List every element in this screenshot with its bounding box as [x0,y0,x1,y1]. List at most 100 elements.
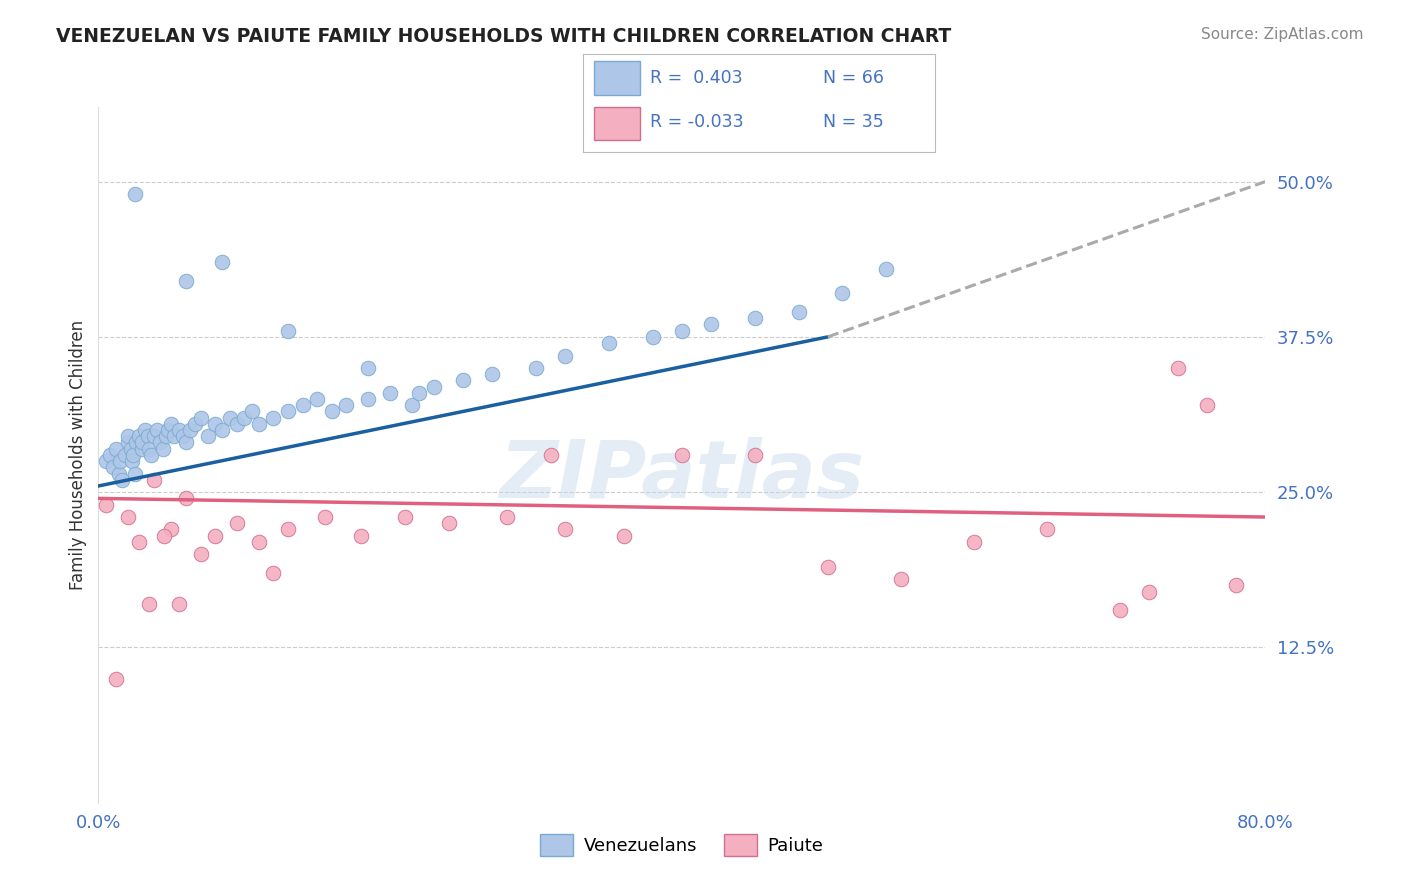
Point [357,361,380,376]
Point [117,429,139,443]
Point [321,404,343,418]
Point [291,398,314,412]
Point [111,473,134,487]
Point [128,535,150,549]
Point [554,349,576,363]
Point [554,523,576,537]
Point [131,435,153,450]
Point [1225,578,1247,592]
Point [671,448,693,462]
Point [233,410,256,425]
Point [1167,361,1189,376]
Point [451,373,474,387]
Point [262,566,284,580]
Text: VENEZUELAN VS PAIUTE FAMILY HOUSEHOLDS WITH CHILDREN CORRELATION CHART: VENEZUELAN VS PAIUTE FAMILY HOUSEHOLDS W… [56,27,952,45]
Point [1137,584,1160,599]
Point [142,429,165,443]
Text: R =  0.403: R = 0.403 [650,69,742,87]
Point [124,187,146,202]
Y-axis label: Family Households with Children: Family Households with Children [69,320,87,590]
Point [357,392,380,406]
Point [174,491,197,506]
Point [122,448,145,462]
Point [262,410,284,425]
Point [350,529,373,543]
Text: N = 66: N = 66 [823,69,883,87]
Point [277,523,299,537]
Point [149,435,172,450]
Text: N = 35: N = 35 [823,113,883,131]
Point [744,311,766,326]
Point [1195,398,1218,412]
Point [277,324,299,338]
Point [110,454,132,468]
Point [190,547,212,561]
Point [174,435,197,450]
Point [117,435,139,450]
Point [211,255,233,269]
Point [120,442,142,456]
Point [394,510,416,524]
Point [190,410,212,425]
Point [139,448,162,462]
Point [131,442,153,456]
Point [335,398,357,412]
Point [700,318,723,332]
Text: ZIPatlas: ZIPatlas [499,437,865,515]
Bar [593,106,640,140]
Point [1035,523,1057,537]
Point [167,423,190,437]
Point [612,529,634,543]
Point [240,404,263,418]
Point [174,274,197,288]
Point [134,423,156,437]
Point [179,423,201,437]
Point [875,261,897,276]
Point [104,442,127,456]
Point [401,398,423,412]
Point [247,417,270,431]
Point [962,535,984,549]
Point [172,429,194,443]
Point [1108,603,1130,617]
Point [481,367,503,381]
Point [163,429,186,443]
Point [218,410,240,425]
Point [138,597,160,611]
Point [787,305,810,319]
Point [94,454,117,468]
Point [671,324,693,338]
Point [540,448,562,462]
Point [204,417,226,431]
Point [146,423,169,437]
Point [183,417,205,431]
Legend: Venezuelans, Paiute: Venezuelans, Paiute [533,827,831,863]
Point [226,417,249,431]
Point [307,392,329,406]
Point [314,510,336,524]
Point [128,429,150,443]
Point [136,429,159,443]
Point [423,379,446,393]
Point [204,529,226,543]
Text: R = -0.033: R = -0.033 [650,113,744,131]
Point [226,516,249,531]
Point [817,559,839,574]
Point [94,498,117,512]
Point [524,361,547,376]
Point [124,467,146,481]
Point [495,510,517,524]
Point [108,467,131,481]
Point [155,429,177,443]
Point [104,672,127,686]
Point [138,442,160,456]
Point [247,535,270,549]
Point [744,448,766,462]
Point [408,385,430,400]
Point [157,423,180,437]
Point [160,523,183,537]
Point [121,454,143,468]
Text: Source: ZipAtlas.com: Source: ZipAtlas.com [1201,27,1364,42]
Point [114,448,136,462]
Point [142,473,165,487]
